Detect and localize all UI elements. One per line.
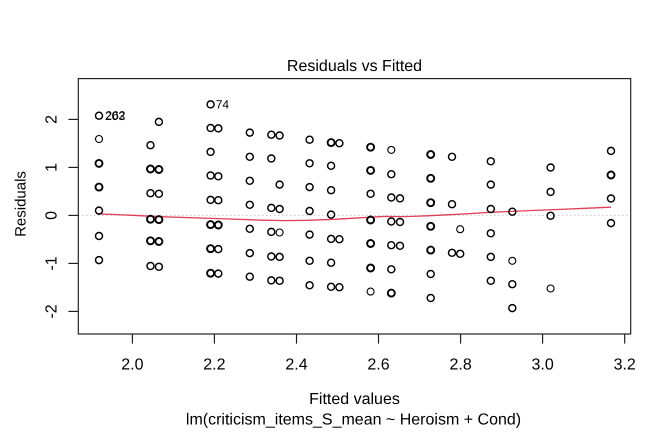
svg-text:Residuals vs Fitted: Residuals vs Fitted	[287, 58, 422, 75]
svg-text:262: 262	[105, 108, 125, 122]
svg-text:2.4: 2.4	[285, 357, 307, 374]
svg-text:2.8: 2.8	[449, 357, 471, 374]
svg-text:3.2: 3.2	[614, 357, 636, 374]
svg-text:2.0: 2.0	[121, 357, 143, 374]
svg-text:-1: -1	[44, 256, 61, 270]
svg-text:1: 1	[44, 163, 61, 172]
svg-text:0: 0	[44, 211, 61, 220]
svg-text:2.2: 2.2	[203, 357, 225, 374]
svg-text:Fitted values: Fitted values	[309, 391, 400, 408]
svg-text:3.0: 3.0	[531, 357, 553, 374]
svg-text:Residuals: Residuals	[12, 171, 29, 237]
svg-text:203: 203	[105, 109, 125, 123]
svg-text:lm(criticism_items_S_mean ~ He: lm(criticism_items_S_mean ~ Heroism + Co…	[186, 411, 521, 428]
svg-text:-2: -2	[44, 304, 61, 318]
svg-text:74: 74	[216, 97, 230, 111]
svg-text:2: 2	[44, 115, 61, 124]
svg-text:2.6: 2.6	[367, 357, 389, 374]
